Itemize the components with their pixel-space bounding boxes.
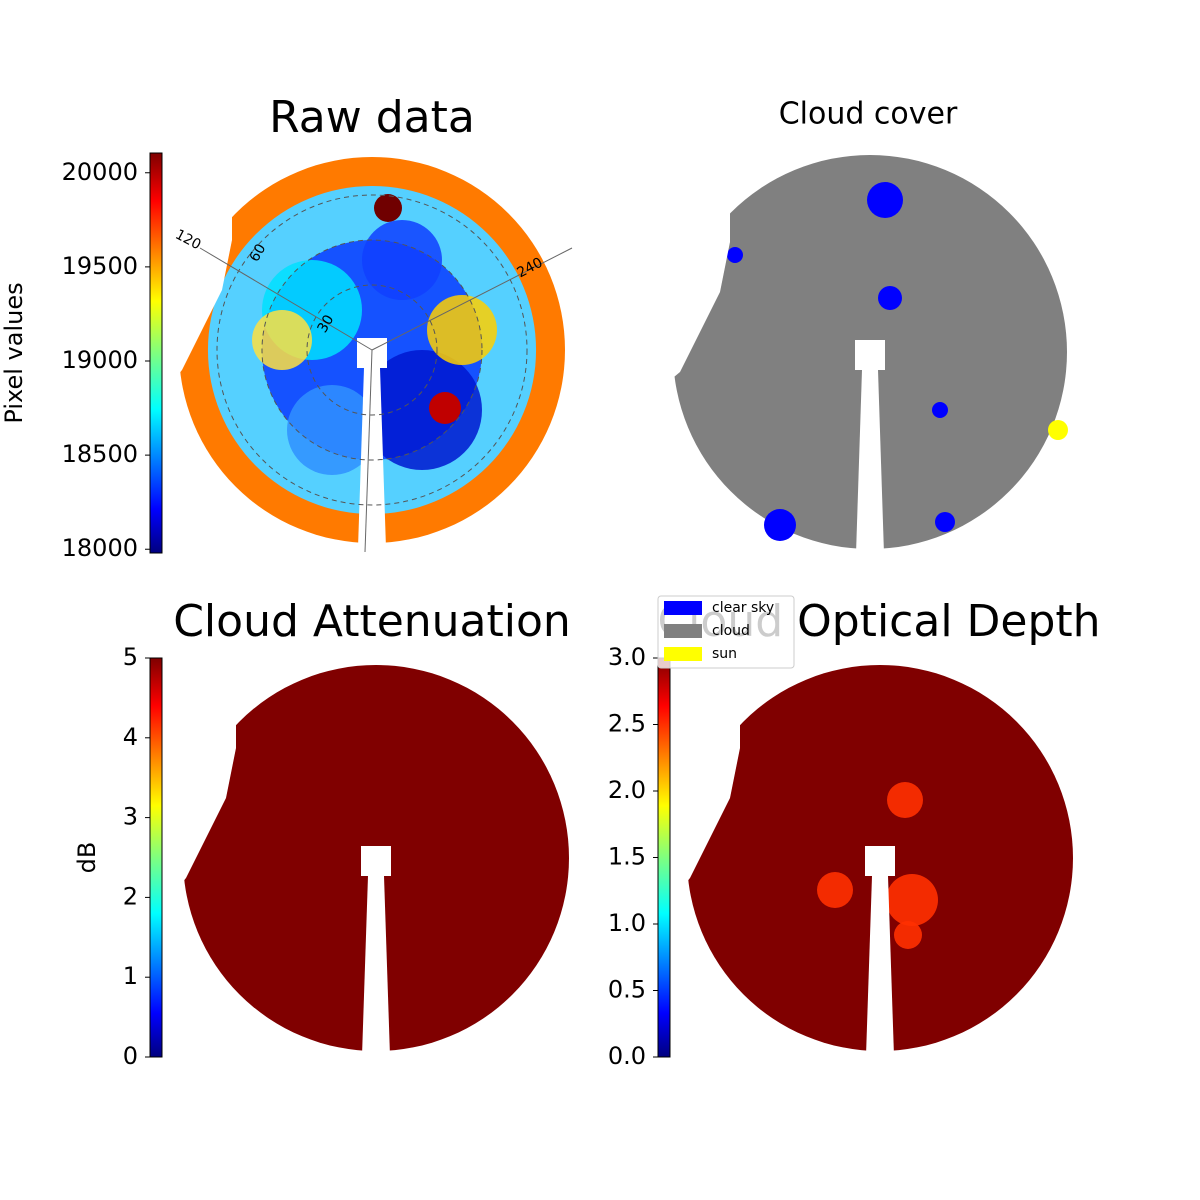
cod-region (886, 874, 938, 926)
colorbar-tick-label: 1.5 (608, 843, 646, 871)
colorbar-tick-label: 3 (123, 803, 138, 831)
clear-region (764, 509, 796, 541)
clear-region (727, 247, 743, 263)
cod-region (817, 872, 853, 908)
legend-swatch (664, 624, 702, 638)
polar-axis (364, 349, 373, 553)
panel-title: Cloud Attenuation (173, 596, 571, 647)
clear-region (867, 182, 903, 218)
legend-swatch (664, 647, 702, 661)
colorbar-tick-label: 0.0 (608, 1042, 646, 1070)
colorbar-tick-label: 0 (123, 1042, 138, 1070)
mask (865, 846, 895, 876)
mask (866, 876, 894, 1056)
sky-region (429, 392, 461, 424)
sky-image (178, 665, 569, 1056)
colorbar-tick-label: 0.5 (608, 976, 646, 1004)
polar-axis (371, 247, 573, 351)
sky-region (362, 350, 482, 470)
colorbar-label: dB (73, 842, 101, 874)
clear-region (935, 512, 955, 532)
colorbar-tick-label: 18500 (62, 440, 138, 468)
colorbar-tick-label: 2.5 (608, 710, 646, 738)
mask (362, 876, 390, 1056)
colorbar-tick-label: 4 (123, 723, 138, 751)
colorbar-tick-label: 1 (123, 962, 138, 990)
sky-region (287, 385, 377, 475)
mask (174, 157, 232, 380)
cod-region (894, 921, 922, 949)
mask (856, 370, 884, 554)
sky-region (362, 220, 442, 300)
polar-grid (306, 284, 438, 416)
colorbar-tick-label: 5 (123, 643, 138, 671)
colorbar-tick-label: 20000 (62, 158, 138, 186)
colorbar-tick-label: 19500 (62, 252, 138, 280)
polar-grid (261, 239, 483, 461)
mask (361, 846, 391, 876)
colorbar-tick-label: 2.0 (608, 776, 646, 804)
polar-grid (216, 194, 528, 506)
colorbar-label: Pixel values (0, 282, 28, 423)
sky-region (374, 194, 402, 222)
polar-axis (199, 247, 373, 351)
mask (855, 340, 885, 370)
colorbar-tick-label: 3.0 (608, 643, 646, 671)
panel-title: Cloud cover (779, 97, 958, 132)
colorbar (149, 657, 163, 1058)
colorbar-tick-label: 1.0 (608, 909, 646, 937)
mask (682, 665, 740, 888)
sun-marker (1048, 420, 1068, 440)
legend-label: clear sky (712, 600, 774, 616)
clear-region (932, 402, 948, 418)
sky-region (427, 295, 497, 365)
clear-region (878, 286, 902, 310)
sky-region (252, 310, 312, 370)
mask (358, 368, 386, 548)
mask (668, 155, 730, 382)
cod-region (887, 782, 923, 818)
colorbar (149, 152, 163, 554)
mask (178, 665, 236, 888)
colorbar-tick-label: 2 (123, 882, 138, 910)
sky-image (682, 665, 1073, 1056)
legend-swatch (664, 601, 702, 615)
colorbar-tick-label: 18000 (62, 534, 138, 562)
sky-image (668, 155, 1068, 554)
colorbar (657, 657, 671, 1058)
legend-label: cloud (712, 623, 750, 639)
polar-label: 60 (247, 241, 270, 264)
panel-title: Raw data (269, 92, 475, 143)
polar-label: 30 (315, 312, 338, 335)
colorbar-tick-label: 19000 (62, 346, 138, 374)
legend-label: sun (712, 646, 737, 662)
